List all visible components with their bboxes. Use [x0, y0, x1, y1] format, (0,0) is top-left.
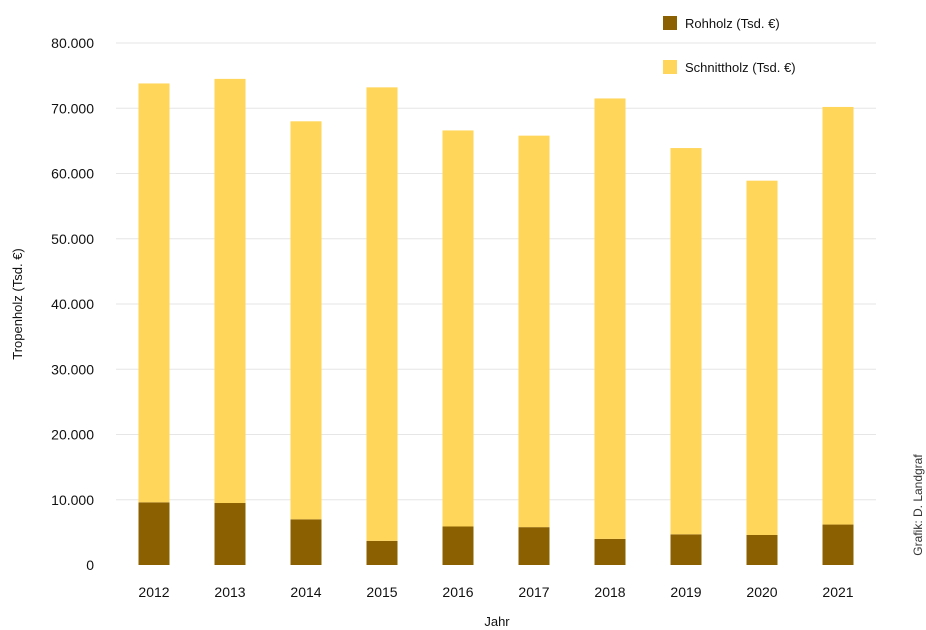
bar-schnittholz-2014	[290, 121, 322, 520]
bar-schnittholz-2015	[366, 87, 398, 541]
y-axis-ticks: 0 10.000 20.000 30.000 40.000 50.000 60.000 70.…	[51, 35, 94, 573]
bar-schnittholz-2021	[822, 106, 854, 525]
x-tick-label: 2017	[518, 584, 549, 600]
y-tick-label: 50.000	[51, 231, 94, 247]
legend-label-rohholz: Rohholz (Tsd. €)	[685, 16, 780, 31]
bar-schnittholz-2016	[442, 130, 474, 527]
bar-schnittholz-2018	[594, 98, 626, 539]
legend-swatch-schnittholz	[663, 60, 677, 74]
x-axis-title: Jahr	[484, 614, 510, 629]
bar-rohholz-2013	[214, 503, 246, 565]
legend-swatch-rohholz	[663, 16, 677, 30]
y-tick-label: 60.000	[51, 166, 94, 182]
bar-schnittholz-2012	[138, 83, 170, 503]
bar-schnittholz-2019	[670, 148, 702, 535]
bar-schnittholz-2020	[746, 180, 778, 535]
y-tick-label: 80.000	[51, 35, 94, 51]
y-tick-label: 40.000	[51, 296, 94, 312]
x-tick-label: 2013	[214, 584, 245, 600]
legend-label-schnittholz: Schnittholz (Tsd. €)	[685, 60, 796, 75]
x-tick-label: 2018	[594, 584, 625, 600]
x-tick-label: 2014	[290, 584, 321, 600]
legend: Rohholz (Tsd. €) Schnittholz (Tsd. €)	[663, 16, 796, 75]
y-tick-label: 20.000	[51, 427, 94, 443]
x-tick-label: 2016	[442, 584, 473, 600]
bar-rohholz-2016	[442, 526, 474, 565]
y-tick-label: 10.000	[51, 492, 94, 508]
bar-rohholz-2014	[290, 519, 322, 565]
y-tick-label: 70.000	[51, 100, 94, 116]
bar-rohholz-2015	[366, 540, 398, 565]
x-tick-label: 2021	[822, 584, 853, 600]
bar-schnittholz-2013	[214, 78, 246, 504]
x-tick-label: 2012	[138, 584, 169, 600]
bars	[138, 78, 854, 565]
bar-rohholz-2018	[594, 538, 626, 565]
y-tick-label: 0	[86, 557, 94, 573]
x-tick-label: 2015	[366, 584, 397, 600]
bar-rohholz-2021	[822, 524, 854, 565]
bar-rohholz-2020	[746, 534, 778, 565]
bar-rohholz-2012	[138, 502, 170, 565]
y-axis-title: Tropenholz (Tsd. €)	[10, 248, 25, 360]
bar-rohholz-2017	[518, 527, 550, 565]
x-tick-label: 2020	[746, 584, 777, 600]
x-axis-ticks: 2012 2013 2014 2015 2016 2017 2018 2019 2020 2021	[138, 584, 853, 600]
credit-text: Grafik: D. Landgraf	[911, 454, 925, 556]
bar-schnittholz-2017	[518, 135, 550, 528]
x-tick-label: 2019	[670, 584, 701, 600]
y-tick-label: 30.000	[51, 361, 94, 377]
bar-rohholz-2019	[670, 534, 702, 565]
